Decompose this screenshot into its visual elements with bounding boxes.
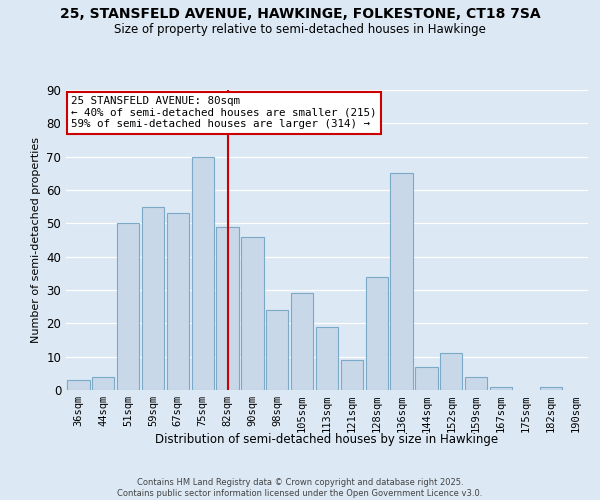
- Bar: [490, 386, 512, 390]
- Bar: [217, 226, 239, 390]
- Bar: [341, 360, 363, 390]
- Text: Contains HM Land Registry data © Crown copyright and database right 2025.
Contai: Contains HM Land Registry data © Crown c…: [118, 478, 482, 498]
- Bar: [291, 294, 313, 390]
- Text: 25 STANSFELD AVENUE: 80sqm
← 40% of semi-detached houses are smaller (215)
59% o: 25 STANSFELD AVENUE: 80sqm ← 40% of semi…: [71, 96, 377, 129]
- Text: Size of property relative to semi-detached houses in Hawkinge: Size of property relative to semi-detach…: [114, 22, 486, 36]
- Bar: [391, 174, 413, 390]
- Bar: [167, 214, 189, 390]
- Bar: [117, 224, 139, 390]
- Bar: [440, 354, 463, 390]
- Bar: [266, 310, 289, 390]
- Bar: [241, 236, 263, 390]
- Bar: [316, 326, 338, 390]
- Bar: [539, 386, 562, 390]
- Text: Distribution of semi-detached houses by size in Hawkinge: Distribution of semi-detached houses by …: [155, 432, 499, 446]
- Bar: [365, 276, 388, 390]
- Bar: [92, 376, 115, 390]
- Bar: [191, 156, 214, 390]
- Text: 25, STANSFELD AVENUE, HAWKINGE, FOLKESTONE, CT18 7SA: 25, STANSFELD AVENUE, HAWKINGE, FOLKESTO…: [59, 8, 541, 22]
- Bar: [415, 366, 437, 390]
- Bar: [465, 376, 487, 390]
- Bar: [67, 380, 89, 390]
- Y-axis label: Number of semi-detached properties: Number of semi-detached properties: [31, 137, 41, 343]
- Bar: [142, 206, 164, 390]
